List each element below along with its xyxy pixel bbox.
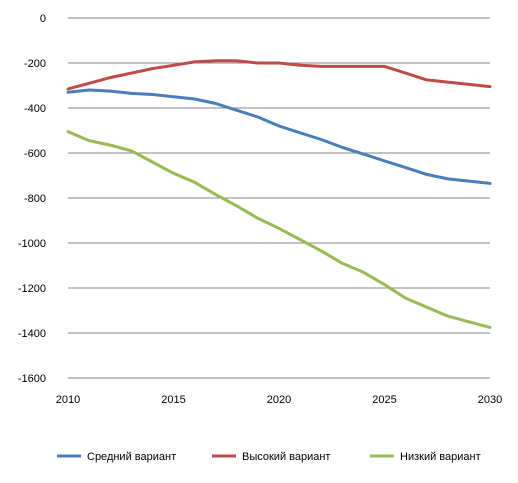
data-point xyxy=(446,80,449,84)
data-point xyxy=(488,182,492,185)
x-tick-label: 2015 xyxy=(161,394,185,406)
data-point xyxy=(130,92,133,95)
data-point xyxy=(425,305,428,309)
data-point xyxy=(341,262,344,265)
data-point xyxy=(277,61,281,65)
data-point xyxy=(341,65,344,68)
legend-label: Средний вариант xyxy=(87,451,176,463)
data-point xyxy=(66,91,70,94)
data-point xyxy=(109,76,112,79)
data-point xyxy=(298,131,302,134)
data-point xyxy=(467,179,471,183)
legend-item: Низкий вариант xyxy=(370,451,481,463)
data-point xyxy=(277,124,281,128)
data-point xyxy=(151,160,154,164)
data-point xyxy=(66,87,70,91)
y-tick-label: -200 xyxy=(24,58,46,70)
data-point xyxy=(320,249,323,253)
data-point xyxy=(341,146,344,149)
data-point xyxy=(404,166,407,169)
data-point xyxy=(467,320,471,323)
data-point xyxy=(277,227,281,230)
y-tick-label: -1400 xyxy=(18,328,46,340)
data-point xyxy=(87,82,91,85)
data-point xyxy=(488,85,492,88)
series-lines xyxy=(66,59,492,329)
data-point xyxy=(320,138,323,141)
data-point xyxy=(214,59,217,62)
data-point xyxy=(383,65,386,68)
x-tick-label: 2030 xyxy=(478,394,502,406)
data-point xyxy=(109,143,112,147)
y-tick-label: 0 xyxy=(40,13,46,25)
data-point xyxy=(193,181,196,184)
y-tick-label: -800 xyxy=(24,193,46,205)
data-point xyxy=(66,130,70,133)
data-point xyxy=(214,193,217,196)
data-point xyxy=(151,67,154,70)
data-point xyxy=(172,172,175,175)
data-point xyxy=(130,71,133,75)
data-point xyxy=(446,314,449,318)
data-point xyxy=(235,204,238,208)
legend-item: Средний вариант xyxy=(57,451,176,463)
data-point xyxy=(425,78,428,82)
y-axis: 0 -200 -400 -600 -800 -1000 -1200 -1400 -1600 xyxy=(18,13,46,385)
data-point xyxy=(383,159,386,163)
x-tick-label: 2020 xyxy=(267,394,291,406)
data-point xyxy=(87,88,91,92)
legend-label: Низкий вариант xyxy=(400,451,481,463)
data-point xyxy=(298,238,302,241)
legend: Средний вариант Высокий вариант Низкий вар… xyxy=(57,451,481,463)
data-point xyxy=(87,139,91,142)
y-tick-label: -400 xyxy=(24,103,46,115)
y-tick-label: -1000 xyxy=(18,238,46,250)
data-point xyxy=(235,109,238,112)
data-point xyxy=(467,83,471,86)
x-axis: 2010 2015 2020 2025 2030 xyxy=(56,394,502,406)
data-point xyxy=(193,60,196,64)
data-point xyxy=(362,152,365,156)
y-tick-label: -600 xyxy=(24,148,46,160)
data-point xyxy=(446,177,449,181)
series-1 xyxy=(66,88,492,185)
legend-label: Высокий вариант xyxy=(242,451,330,463)
legend-item: Высокий вариант xyxy=(212,451,330,463)
x-tick-label: 2025 xyxy=(372,394,396,406)
data-point xyxy=(488,326,492,329)
data-point xyxy=(109,89,112,93)
data-point xyxy=(383,283,386,286)
data-point xyxy=(425,173,428,176)
series-2 xyxy=(66,59,492,91)
data-point xyxy=(130,149,133,152)
data-point xyxy=(193,97,196,101)
data-point xyxy=(256,61,260,65)
data-point xyxy=(256,217,260,220)
data-point xyxy=(172,64,175,67)
data-point xyxy=(235,59,238,62)
data-point xyxy=(172,95,175,99)
data-point xyxy=(320,65,323,68)
data-point xyxy=(214,102,217,105)
y-tick-label: -1600 xyxy=(18,373,46,385)
data-point xyxy=(256,115,260,119)
data-point xyxy=(151,93,154,96)
data-point xyxy=(404,71,407,75)
data-point xyxy=(362,65,365,68)
series-line xyxy=(66,59,492,91)
y-tick-label: -1200 xyxy=(18,283,46,295)
data-point xyxy=(404,296,407,300)
series-3 xyxy=(66,130,492,329)
data-point xyxy=(362,271,365,274)
x-tick-label: 2010 xyxy=(56,394,80,406)
data-point xyxy=(298,64,302,67)
series-line xyxy=(66,88,492,185)
